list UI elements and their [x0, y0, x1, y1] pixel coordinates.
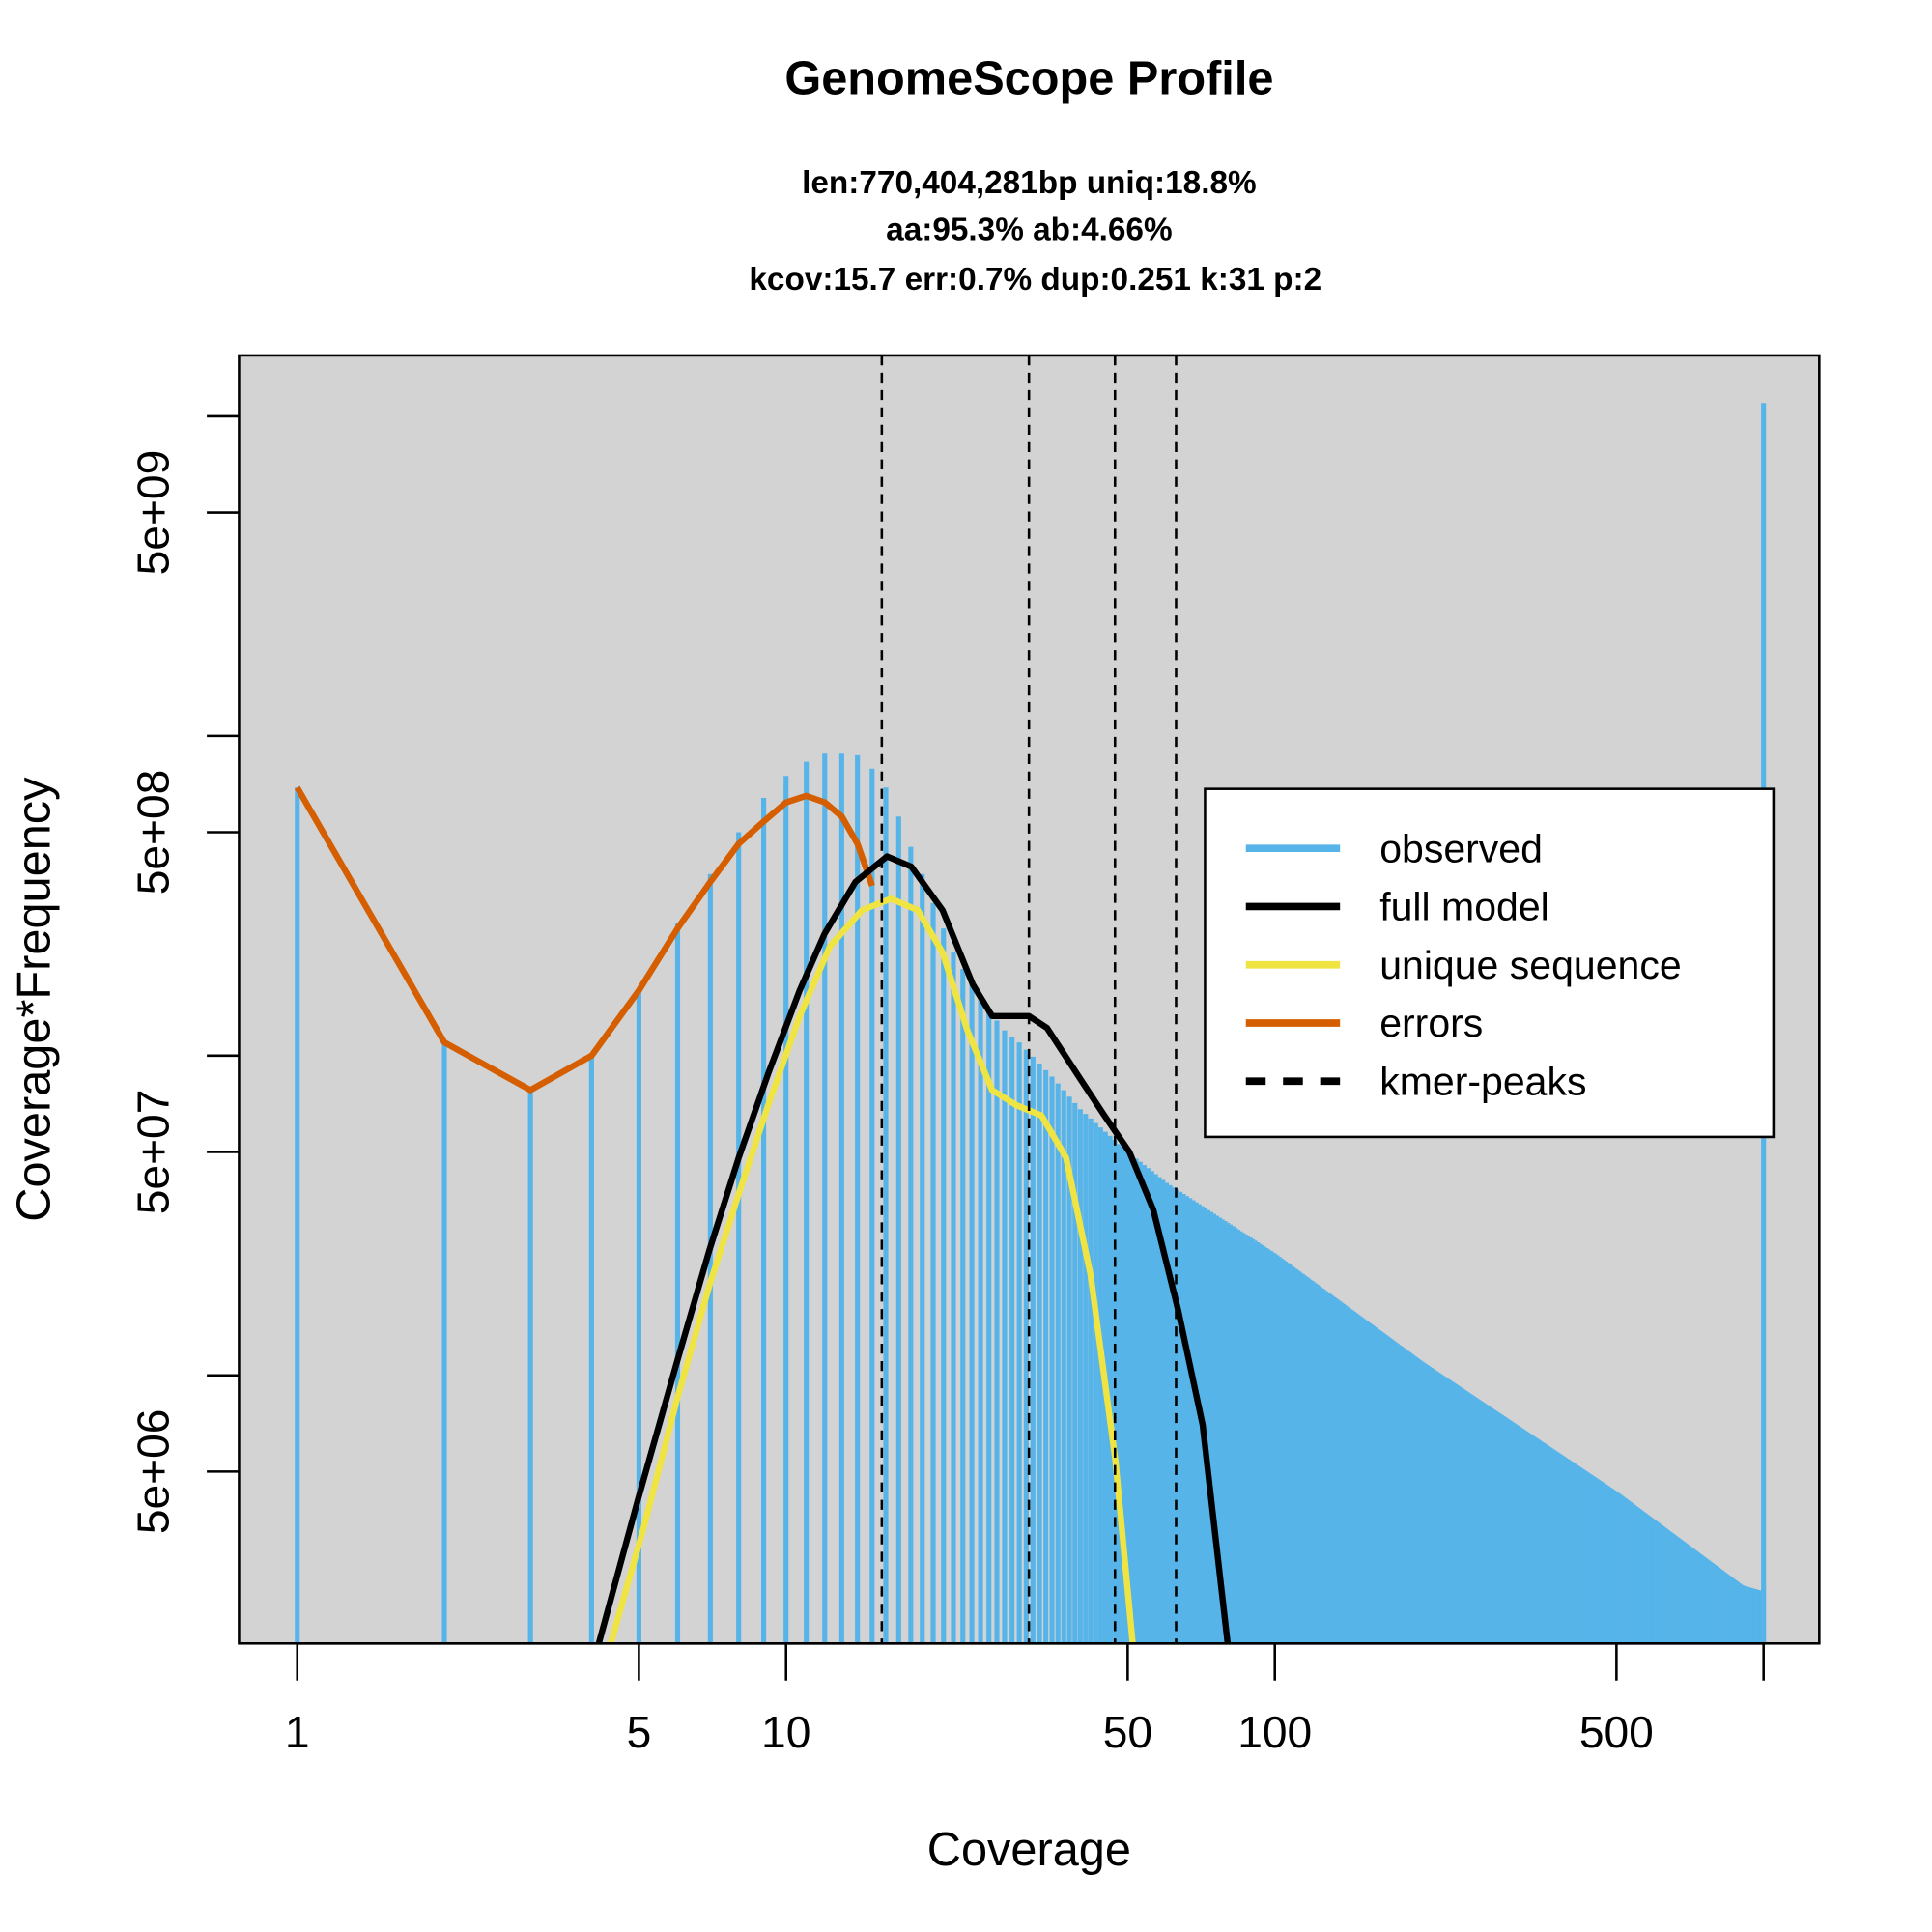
legend: observed full model unique sequence errors k… — [1204, 787, 1776, 1139]
errors-line — [294, 785, 875, 1094]
subtitle-line-1: len:770,404,281bp uniq:18.8% — [802, 165, 1257, 201]
x-tick-label: 5 — [627, 1707, 652, 1757]
subtitle-line-2: aa:95.3% ab:4.66% — [886, 213, 1172, 248]
x-tick-label: 10 — [761, 1707, 810, 1757]
legend-label: observed — [1379, 826, 1543, 870]
y-tick-label: 5e+09 — [128, 450, 178, 576]
legend-label: full model — [1379, 885, 1549, 929]
full-model-line — [595, 853, 1232, 1645]
x-tick-label: 50 — [1103, 1707, 1152, 1757]
chart-title: GenomeScope Profile — [784, 52, 1273, 104]
y-tick-label: 5e+06 — [128, 1409, 178, 1535]
legend-label: kmer-peaks — [1379, 1059, 1586, 1103]
x-axis-label: Coverage — [927, 1824, 1131, 1876]
x-tick-label: 1 — [285, 1707, 310, 1757]
axes: 1 5 10 50 100 500 5e+06 5e+07 5e+08 5e+09 — [128, 414, 1765, 1757]
y-tick-label: 5e+08 — [128, 770, 178, 895]
y-tick-label: 5e+07 — [128, 1090, 178, 1215]
series-lines — [294, 355, 1232, 1645]
legend-label: errors — [1379, 1001, 1483, 1045]
subtitle-line-3: kcov:15.7 err:0.7% dup:0.251 k:31 p:2 — [749, 262, 1321, 298]
legend-label: unique sequence — [1379, 943, 1681, 987]
unique-sequence-line — [608, 895, 1136, 1645]
y-axis-label: Coverage*Frequency — [8, 777, 60, 1222]
x-tick-label: 100 — [1237, 1707, 1312, 1757]
x-tick-label: 500 — [1579, 1707, 1654, 1757]
observed-bars — [295, 403, 1767, 1644]
